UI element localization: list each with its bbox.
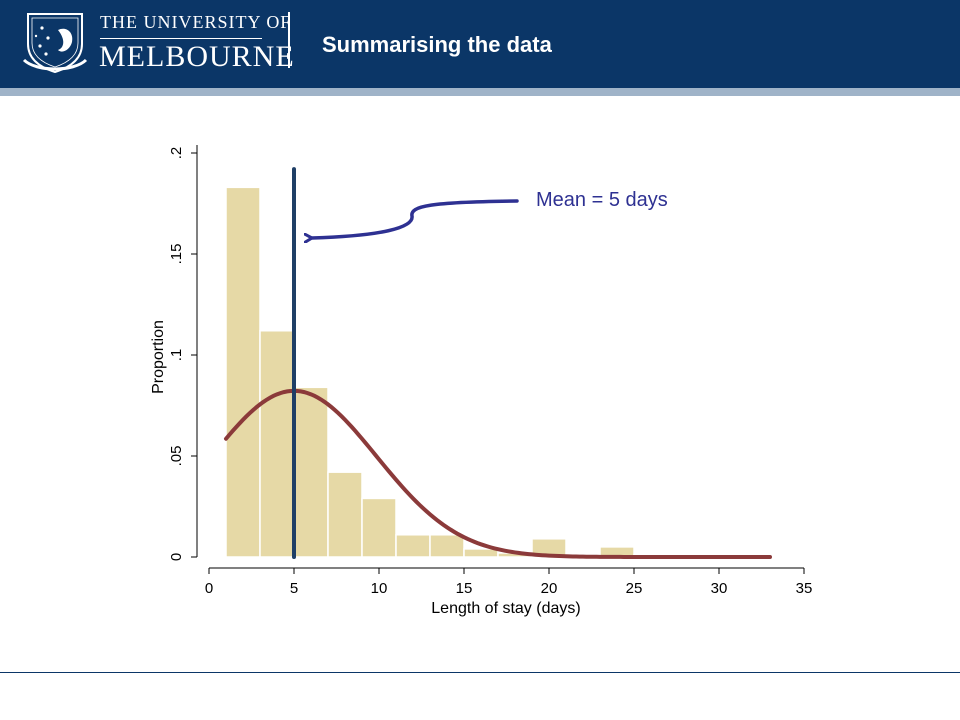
chart-axes: 0 5 10 15 20 25 30 35 .2 .15 .1 .05 0 xyxy=(168,145,812,597)
histogram-bar xyxy=(463,548,499,558)
normal-curve-line xyxy=(224,388,772,559)
histogram-bar xyxy=(259,330,295,558)
header-bar: THE UNIVERSITY OF MELBOURNE Summarising … xyxy=(0,0,960,88)
mean-annotation-arrow xyxy=(312,199,519,238)
x-tick-label: 35 xyxy=(796,580,813,597)
x-tick-label: 30 xyxy=(711,580,728,597)
y-tick-label: 0 xyxy=(168,553,185,561)
histogram-bars xyxy=(225,186,771,558)
x-tick-label: 0 xyxy=(205,580,213,597)
x-tick-label: 20 xyxy=(541,580,558,597)
histogram-bar xyxy=(225,186,261,558)
y-axis-label: Proportion xyxy=(150,320,167,394)
university-name-line1: THE UNIVERSITY OF xyxy=(100,12,292,32)
y-tick-label: .2 xyxy=(168,147,185,160)
x-tick-label: 25 xyxy=(626,580,643,597)
x-tick-label: 15 xyxy=(456,580,473,597)
histogram-bar xyxy=(293,386,329,558)
header-stripe xyxy=(0,88,960,96)
footer-rule xyxy=(0,672,960,673)
university-name-line2: MELBOURNE xyxy=(99,40,295,73)
histogram-bar xyxy=(429,534,465,558)
y-tick-label: .15 xyxy=(168,244,185,265)
header-divider xyxy=(288,12,290,68)
y-tick-label: .05 xyxy=(168,446,185,467)
university-crest-icon xyxy=(22,13,88,74)
x-axis-label: Length of stay (days) xyxy=(431,600,580,617)
x-tick-label: 5 xyxy=(290,580,298,597)
y-tick-label: .1 xyxy=(168,349,185,362)
slide-title: Summarising the data xyxy=(322,32,552,57)
university-name-rule xyxy=(100,38,262,39)
mean-annotation-label: Mean = 5 days xyxy=(536,189,668,211)
x-tick-label: 10 xyxy=(371,580,388,597)
histogram-bar xyxy=(395,534,431,558)
histogram-bar xyxy=(361,497,397,558)
histogram-bar xyxy=(327,471,363,558)
